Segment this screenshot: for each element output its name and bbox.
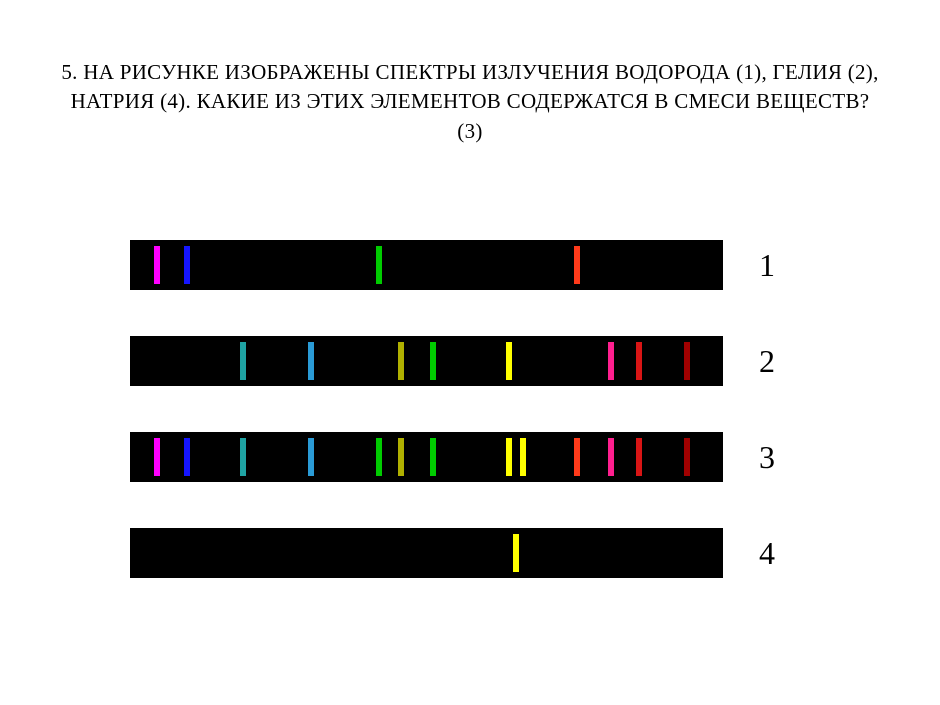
spectral-line xyxy=(398,342,404,380)
spectrum-row-1: 1 xyxy=(130,240,810,290)
spectrum-3 xyxy=(130,432,723,482)
spectrum-2 xyxy=(130,336,723,386)
spectral-line xyxy=(513,534,519,572)
spectral-line xyxy=(608,438,614,476)
spectrum-label-1: 1 xyxy=(759,247,775,284)
spectrum-row-3: 3 xyxy=(130,432,810,482)
spectral-line xyxy=(308,342,314,380)
spectrum-1 xyxy=(130,240,723,290)
spectral-line xyxy=(574,246,580,284)
spectra-container: 1 2 3 4 xyxy=(130,240,810,624)
spectral-line xyxy=(684,342,690,380)
spectral-line xyxy=(608,342,614,380)
question-title: 5. НА РИСУНКЕ ИЗОБРАЖЕНЫ СПЕКТРЫ ИЗЛУЧЕН… xyxy=(0,0,940,146)
spectral-line xyxy=(430,342,436,380)
spectral-line xyxy=(376,438,382,476)
spectrum-label-2: 2 xyxy=(759,343,775,380)
spectral-line xyxy=(684,438,690,476)
spectral-line xyxy=(520,438,526,476)
spectral-line xyxy=(184,438,190,476)
spectral-line xyxy=(184,246,190,284)
spectral-line xyxy=(376,246,382,284)
spectrum-label-3: 3 xyxy=(759,439,775,476)
spectral-line xyxy=(398,438,404,476)
spectral-line xyxy=(636,438,642,476)
spectrum-4 xyxy=(130,528,723,578)
spectral-line xyxy=(636,342,642,380)
spectral-line xyxy=(506,342,512,380)
spectrum-row-2: 2 xyxy=(130,336,810,386)
spectral-line xyxy=(506,438,512,476)
spectrum-row-4: 4 xyxy=(130,528,810,578)
spectral-line xyxy=(154,246,160,284)
spectral-line xyxy=(154,438,160,476)
spectral-line xyxy=(240,342,246,380)
spectral-line xyxy=(430,438,436,476)
spectral-line xyxy=(574,438,580,476)
spectral-line xyxy=(240,438,246,476)
spectral-line xyxy=(308,438,314,476)
spectrum-label-4: 4 xyxy=(759,535,775,572)
